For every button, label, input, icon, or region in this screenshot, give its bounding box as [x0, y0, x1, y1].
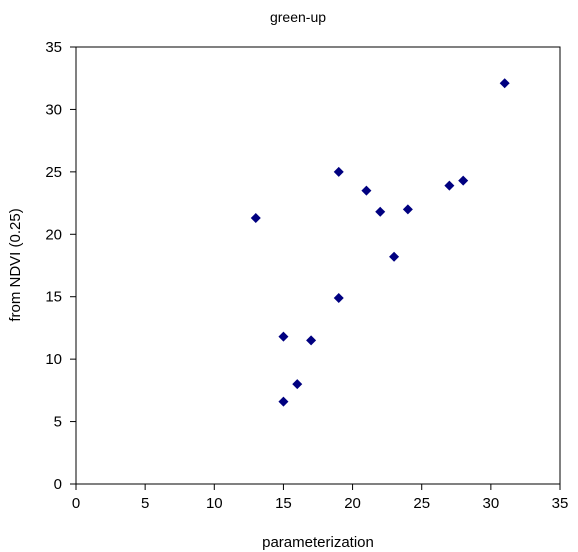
- data-point: [444, 180, 455, 191]
- x-tick-label: 10: [206, 495, 223, 512]
- data-point: [333, 292, 344, 303]
- data-point: [402, 204, 413, 215]
- data-point: [458, 175, 469, 186]
- x-tick-label: 15: [275, 495, 292, 512]
- data-point: [250, 213, 261, 224]
- data-point: [306, 335, 317, 346]
- chart-title: green-up: [270, 9, 326, 25]
- x-tick-label: 5: [141, 495, 149, 512]
- y-tick-label: 0: [54, 476, 62, 493]
- data-point: [278, 396, 289, 407]
- x-axis-ticks: 0 5 10 15 20 25 30 35: [72, 484, 569, 512]
- x-axis-label: parameterization: [262, 534, 374, 551]
- data-point: [499, 78, 510, 89]
- data-point: [361, 185, 372, 196]
- data-point: [375, 206, 386, 217]
- x-tick-label: 25: [413, 495, 430, 512]
- y-tick-label: 20: [45, 226, 62, 243]
- y-axis-label: from NDVI (0.25): [7, 208, 24, 321]
- x-tick-label: 20: [344, 495, 361, 512]
- x-tick-label: 35: [552, 495, 569, 512]
- data-point: [292, 379, 303, 390]
- y-tick-label: 15: [45, 289, 62, 306]
- data-points: [250, 78, 510, 407]
- y-tick-label: 30: [45, 101, 62, 118]
- y-tick-label: 25: [45, 164, 62, 181]
- y-axis-ticks: 0 5 10 15 20 25 30 35: [45, 39, 76, 493]
- y-tick-label: 10: [45, 351, 62, 368]
- x-tick-label: 30: [483, 495, 500, 512]
- data-point: [333, 166, 344, 177]
- data-point: [278, 331, 289, 342]
- y-tick-label: 35: [45, 39, 62, 56]
- x-tick-label: 0: [72, 495, 80, 512]
- data-point: [389, 251, 400, 262]
- plot-area: [75, 46, 561, 485]
- y-tick-label: 5: [54, 414, 62, 431]
